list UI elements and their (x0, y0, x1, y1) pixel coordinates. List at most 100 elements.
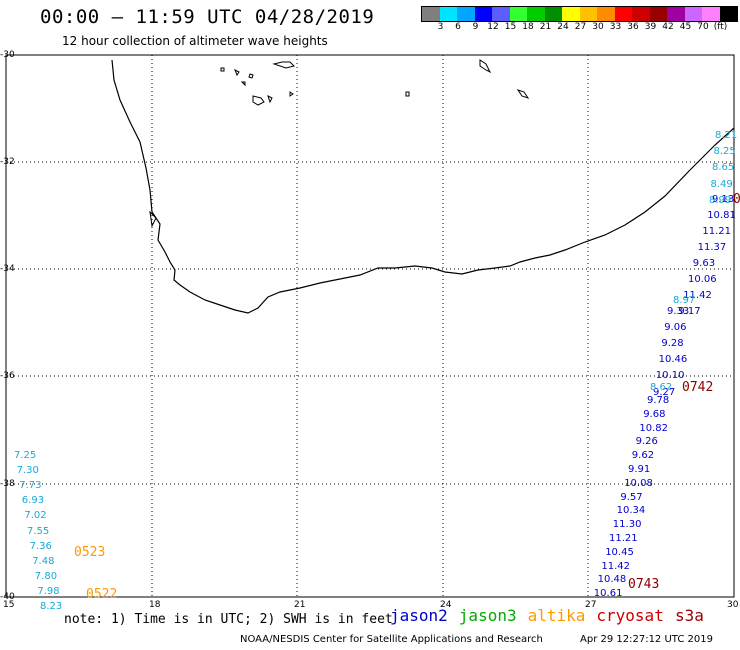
color-swatch (667, 7, 685, 21)
swh-label-jason2: 10.06 (688, 274, 717, 285)
map-subtitle: 12 hour collection of altimeter wave hei… (62, 34, 328, 48)
map-frame (5, 54, 735, 598)
color-scale-labels: 3 6 9 12 15 18 21 24 27 30 33 36 39 42 45 70 (ft) (421, 22, 740, 34)
swh-label-jason2: 10.48 (597, 574, 627, 586)
swh-label-jason3: 7.36 (29, 540, 52, 552)
longitude-tick-label: 30 (727, 600, 739, 610)
color-swatch (562, 7, 580, 21)
swh-label-jason2: 10.82 (639, 422, 669, 434)
legend-item-jason2: jason2 (390, 606, 448, 625)
swh-label-jason2: 9.13 (712, 194, 735, 205)
color-swatch (422, 7, 440, 21)
swh-label-jason2: 9.57 (620, 491, 643, 503)
swh-label-jason3: 8.65 (712, 162, 735, 174)
color-scale-bar (421, 6, 738, 22)
time-tag-altika-2: 0522 (86, 587, 118, 602)
color-swatch (614, 7, 632, 21)
swh-label-jason2: 9.63 (692, 258, 716, 269)
swh-label-jason3: 7.30 (16, 465, 39, 477)
color-scale-tick: 12 (487, 22, 499, 32)
swh-label-jason2: 9.28 (661, 338, 684, 350)
color-scale-tick: 27 (574, 22, 587, 32)
swh-label-jason3: 8.99 (709, 194, 732, 206)
color-swatch (719, 7, 737, 21)
swh-label-jason2: 10.10 (655, 370, 685, 382)
swh-label-jason3: 8.21 (715, 130, 738, 141)
time-tag-cryosat-2: 0743 (628, 577, 660, 592)
swh-label-jason2: 11.30 (612, 519, 642, 531)
color-scale-tick: 21 (539, 22, 552, 32)
swh-label-jason3: 6.93 (21, 495, 45, 507)
swh-label-jason2: 9.17 (678, 306, 701, 317)
latitude-tick-label: -32 (0, 157, 15, 167)
swh-label-jason2: 10.45 (605, 546, 634, 558)
color-scale-tick: 36 (627, 22, 639, 32)
swh-label-jason3: 7.25 (14, 450, 37, 461)
color-scale-tick: 45 (679, 22, 692, 32)
swh-label-jason3: 7.73 (19, 480, 42, 492)
legend-item-altika: altika (527, 606, 586, 625)
color-swatch (527, 7, 545, 21)
legend-item-cryosat: cryosat (596, 606, 664, 625)
longitude-tick-label: 21 (294, 600, 306, 610)
color-swatch (702, 7, 720, 21)
longitude-tick-label: 18 (149, 600, 161, 610)
latitude-tick-label: -40 (0, 592, 15, 602)
map-title: 00:00 – 11:59 UTC 04/28/2019 (40, 6, 375, 28)
footer-note: note: 1) Time is in UTC; 2) SWH is in fe… (64, 612, 393, 627)
swh-label-jason3: 7.48 (32, 555, 55, 567)
color-scale-tick: 6 (455, 22, 461, 32)
color-swatch (457, 7, 475, 21)
color-swatch (509, 7, 527, 21)
swh-label-jason2: 11.42 (601, 560, 631, 572)
longitude-tick-label: 24 (440, 600, 452, 610)
color-scale-tick: 15 (504, 22, 517, 32)
swh-label-jason2: 9.33 (667, 306, 690, 317)
color-scale-tick: 42 (662, 22, 674, 32)
color-swatch (439, 7, 457, 21)
latitude-tick-label: -38 (0, 479, 15, 489)
swh-label-jason2: 9.68 (643, 408, 666, 420)
swh-label-jason3: 7.80 (34, 570, 58, 582)
swh-label-jason2: 11.21 (609, 533, 638, 544)
swh-label-jason3: 8.23 (40, 601, 63, 612)
swh-label-jason2: 11.42 (683, 290, 712, 301)
latitude-tick-label: -36 (0, 371, 15, 381)
legend-item-jason3: jason3 (458, 606, 517, 625)
swh-label-jason2: 9.26 (635, 436, 658, 448)
swh-label-jason3: 8.25 (713, 146, 736, 158)
time-tag-altika-1: 0523 (74, 545, 106, 560)
color-swatch (492, 7, 510, 21)
color-swatch (597, 7, 615, 21)
swh-label-jason3: 7.02 (24, 510, 47, 522)
color-scale-tick: 33 (609, 22, 622, 32)
color-scale-tick: 30 (592, 22, 604, 32)
legend-item-s3a: s3a (675, 606, 704, 625)
swh-label-jason3: 7.98 (37, 585, 60, 597)
color-swatch (684, 7, 702, 21)
color-scale-tick: 70 (697, 22, 709, 32)
color-swatch (649, 7, 667, 21)
swh-label-jason3: 8.62 (650, 382, 673, 393)
generated-timestamp: Apr 29 12:27:12 UTC 2019 (580, 634, 713, 645)
swh-label-jason2: 11.37 (697, 242, 727, 253)
color-swatch (579, 7, 597, 21)
swh-label-jason2: 9.06 (664, 322, 687, 334)
swh-label-jason2: 10.61 (593, 588, 623, 600)
swh-label-jason2: 10.34 (616, 505, 646, 517)
swh-label-jason2: 9.78 (647, 395, 670, 406)
swh-label-jason3: 8.49 (710, 178, 733, 190)
color-swatch (544, 7, 562, 21)
latitude-tick-label: -34 (0, 264, 15, 274)
color-scale-tick: 9 (472, 22, 479, 32)
time-tag-cryosat-edge: 0 (733, 192, 740, 207)
time-tag-cryosat-1: 0742 (682, 380, 714, 395)
color-scale-tick: 39 (644, 22, 657, 32)
color-swatch (632, 7, 650, 21)
swh-label-jason2: 9.91 (628, 464, 651, 475)
graticule-grid (6, 55, 734, 597)
swh-label-jason2: 10.46 (658, 354, 688, 366)
credit-line: NOAA/NESDIS Center for Satellite Applica… (240, 634, 543, 645)
swh-label-jason2: 9.27 (653, 386, 676, 398)
